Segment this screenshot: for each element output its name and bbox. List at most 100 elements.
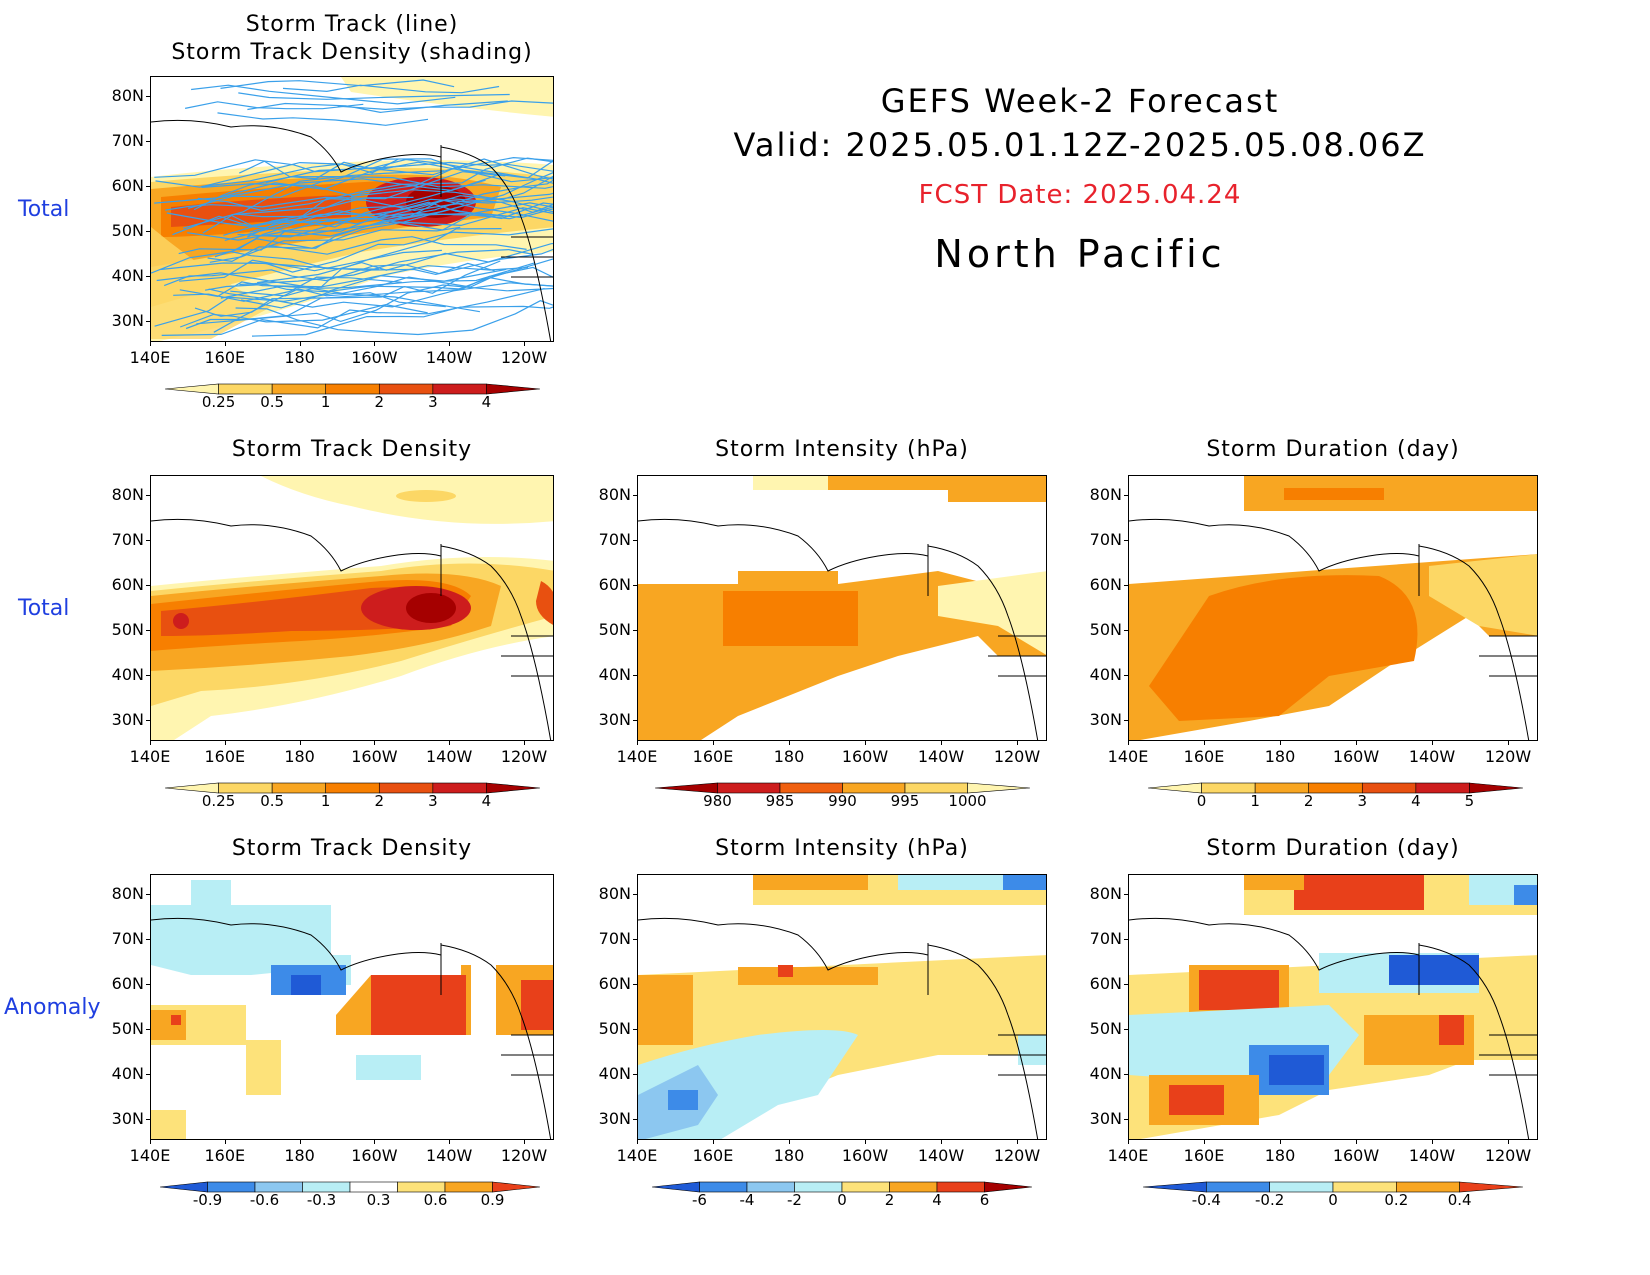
storm-track-line xyxy=(151,250,379,274)
storm-track-line xyxy=(201,183,553,213)
lat-label: 70N xyxy=(1089,530,1122,549)
colorbar-label: -4 xyxy=(739,1191,755,1209)
lat-tick xyxy=(633,495,637,496)
lat-label: 70N xyxy=(598,929,631,948)
storm-track-line xyxy=(223,192,553,236)
storm-track-line xyxy=(207,208,553,263)
colorbar-label: 4 xyxy=(481,792,492,810)
lat-label: 50N xyxy=(111,620,144,639)
lon-label: 140W xyxy=(917,747,965,766)
lon-label: 160E xyxy=(692,747,734,766)
storm-track-line xyxy=(184,101,364,110)
lat-tick xyxy=(1124,540,1128,541)
lat-label: 80N xyxy=(598,485,631,504)
storm-track-line xyxy=(235,300,553,336)
colorbar-label: 980 xyxy=(703,792,732,810)
lat-label: 60N xyxy=(1089,974,1122,993)
lat-label: 80N xyxy=(111,485,144,504)
panel7-title: Storm Duration (day) xyxy=(1206,836,1460,861)
lon-label: 160E xyxy=(1183,747,1225,766)
lat-label: 30N xyxy=(111,710,144,729)
valid-period: Valid: 2025.05.01.12Z-2025.05.08.06Z xyxy=(733,126,1427,164)
lon-tick xyxy=(150,342,151,346)
lon-label: 160W xyxy=(1332,1146,1380,1165)
lon-tick xyxy=(374,342,376,346)
lon-label: 160E xyxy=(204,1146,246,1165)
storm-track-line xyxy=(265,161,553,184)
lat-tick xyxy=(633,1029,637,1030)
lon-tick xyxy=(1432,741,1433,745)
lon-tick xyxy=(865,741,866,745)
forecast-title: GEFS Week-2 Forecast xyxy=(880,82,1280,120)
lon-tick xyxy=(150,1140,151,1144)
lon-tick xyxy=(224,342,226,346)
lat-tick xyxy=(146,1074,150,1075)
lat-label: 50N xyxy=(598,620,631,639)
lat-tick xyxy=(1124,1029,1128,1030)
lat-label: 80N xyxy=(1089,884,1122,903)
lon-tick xyxy=(1280,741,1281,745)
colorbar-label: 0.9 xyxy=(480,1191,505,1209)
lon-label: 160W xyxy=(841,747,889,766)
colorbar-label: 1 xyxy=(320,393,331,411)
colorbar-label: 0.2 xyxy=(1384,1191,1409,1209)
lat-tick xyxy=(633,939,637,940)
lat-label: 70N xyxy=(598,530,631,549)
lon-label: 140W xyxy=(426,747,473,766)
storm-track-line xyxy=(173,276,402,302)
lat-label: 70N xyxy=(111,929,144,948)
lat-label: 70N xyxy=(111,530,144,549)
colorbar-label: -0.4 xyxy=(1191,1191,1221,1209)
colorbar-label: 1000 xyxy=(948,792,987,810)
colorbar-label: 0.25 xyxy=(201,393,236,411)
lon-tick xyxy=(1356,1140,1357,1144)
colorbar-label: 6 xyxy=(979,1191,990,1209)
storm-track-line xyxy=(201,158,553,188)
lon-tick xyxy=(1017,1140,1018,1144)
lon-label: 120W xyxy=(500,1146,548,1165)
lat-label: 70N xyxy=(1089,929,1122,948)
map-panel-intensity-anomaly xyxy=(637,874,1047,1140)
storm-track-line xyxy=(194,260,501,317)
lon-tick xyxy=(713,1140,714,1144)
lat-tick xyxy=(633,1074,637,1075)
colorbar-label: 0.25 xyxy=(201,792,236,810)
lon-tick xyxy=(941,741,942,745)
lon-tick xyxy=(1508,1140,1509,1144)
lon-tick xyxy=(1204,1140,1205,1144)
storm-track-line xyxy=(248,248,553,276)
lat-tick xyxy=(146,585,150,586)
lon-tick xyxy=(789,741,790,745)
lat-label: 50N xyxy=(1089,1019,1122,1038)
lon-tick xyxy=(637,741,638,745)
colorbar-label: 3 xyxy=(428,393,438,411)
lat-tick xyxy=(146,231,150,232)
colorbar-label: 0.6 xyxy=(423,1191,448,1209)
lat-label: 30N xyxy=(598,1109,631,1128)
lat-tick xyxy=(146,540,150,541)
lat-tick xyxy=(146,984,150,985)
colorbar-swatch xyxy=(1469,782,1524,794)
panel5-title: Storm Track Density xyxy=(231,836,473,861)
colorbar-swatch xyxy=(486,782,541,794)
colorbar-swatches xyxy=(159,1181,541,1193)
colorbar-swatches xyxy=(1142,1181,1524,1193)
lon-tick xyxy=(1508,741,1509,745)
colorbar-label: 4 xyxy=(1411,792,1421,810)
lon-label: 120W xyxy=(993,1146,1041,1165)
colorbar-label: 0.3 xyxy=(366,1191,391,1209)
storm-track-line xyxy=(202,196,414,234)
lon-tick xyxy=(449,741,451,745)
colorbar-swatches xyxy=(164,383,541,395)
colorbar-label: 0.4 xyxy=(1447,1191,1472,1209)
lat-label: 40N xyxy=(598,1064,631,1083)
lat-tick xyxy=(633,720,637,721)
lon-label: 160W xyxy=(351,348,398,367)
lon-label: 140W xyxy=(917,1146,965,1165)
lon-tick xyxy=(1128,1140,1129,1144)
colorbar-density-top: 0.25 0.5 1 2 3 4 xyxy=(164,381,541,411)
lon-label: 140E xyxy=(129,1146,171,1165)
storm-track-line xyxy=(217,112,429,126)
lon-tick xyxy=(637,1140,638,1144)
colorbar-label: 3 xyxy=(428,792,438,810)
